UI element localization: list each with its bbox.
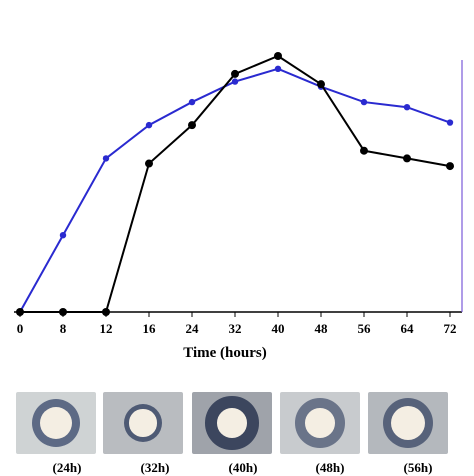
plate-label: (32h)	[140, 460, 170, 475]
paper-disc	[305, 408, 335, 438]
data-point	[16, 308, 24, 316]
data-point	[360, 146, 368, 155]
x-tick-label: 32	[229, 321, 242, 336]
paper-disc	[39, 406, 73, 440]
x-tick-label: 64	[401, 321, 415, 336]
growth-chart: 0 8 12 16 24 32 40 48 56 64 72 Time (hours)	[14, 52, 463, 360]
x-axis-label: Time (hours)	[183, 345, 266, 360]
paper-disc	[390, 405, 426, 441]
x-tick-label: 12	[100, 321, 113, 336]
inhibition-plates	[16, 392, 462, 454]
x-tick-label: 72	[444, 321, 457, 336]
series-1	[16, 65, 454, 316]
x-tick-label: 16	[143, 321, 157, 336]
data-point	[188, 98, 196, 106]
data-point	[317, 80, 325, 89]
series-line	[20, 54, 451, 313]
x-tick-label: 56	[358, 321, 372, 336]
plate-label: (40h)	[228, 460, 258, 475]
x-tick-label: 40	[272, 321, 285, 336]
data-point	[59, 308, 67, 316]
plate-image	[16, 392, 96, 454]
data-point	[59, 232, 67, 239]
data-point	[446, 162, 454, 171]
x-tick-label: 24	[186, 321, 200, 336]
data-point	[403, 104, 411, 111]
plate-image	[368, 392, 448, 454]
data-point	[102, 308, 110, 316]
data-point	[446, 119, 454, 126]
paper-disc	[129, 409, 157, 437]
data-point	[145, 121, 153, 129]
data-point	[231, 69, 239, 78]
chart-axes	[14, 60, 463, 317]
data-point	[231, 78, 239, 85]
x-tick-label: 48	[315, 321, 329, 336]
data-point	[360, 98, 368, 106]
plate-label: (56h)	[403, 460, 433, 475]
data-point	[403, 154, 411, 163]
plate-label: (48h)	[315, 460, 345, 475]
data-point	[188, 121, 196, 130]
x-tick-labels: 0 8 12 16 24 32 40 48 56 64 72	[17, 321, 457, 336]
data-point	[145, 159, 153, 168]
plate-label: (24h)	[52, 460, 82, 475]
data-point	[274, 52, 282, 60]
data-point	[102, 155, 110, 162]
paper-disc	[217, 408, 247, 438]
series-line	[19, 67, 451, 313]
x-tick-label: 0	[17, 321, 24, 336]
chart-series	[16, 52, 454, 316]
data-point	[274, 65, 282, 73]
plate-image	[280, 392, 360, 454]
series-2	[16, 52, 454, 316]
plate-image	[192, 392, 272, 454]
plate-image	[103, 392, 183, 454]
x-tick-label: 8	[60, 321, 67, 336]
